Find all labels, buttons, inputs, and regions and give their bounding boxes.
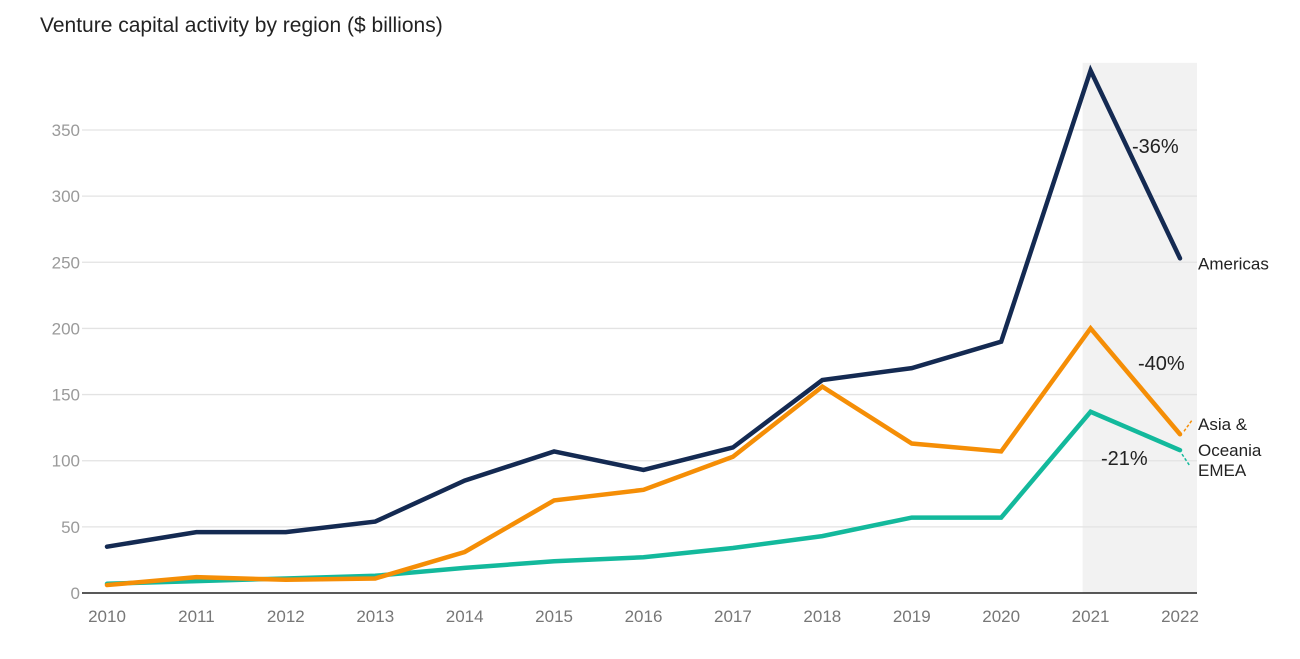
y-tick-label: 100 bbox=[52, 452, 80, 471]
x-tick-label: 2017 bbox=[714, 607, 752, 626]
x-tick-label: 2021 bbox=[1072, 607, 1110, 626]
series-line-americas bbox=[104, 64, 1183, 549]
x-tick-label: 2015 bbox=[535, 607, 573, 626]
x-tick-label: 2022 bbox=[1161, 607, 1199, 626]
y-tick-label: 200 bbox=[52, 319, 80, 338]
x-tick-label: 2011 bbox=[178, 607, 215, 626]
y-tick-label: 0 bbox=[71, 584, 80, 603]
leader-line-emea bbox=[1181, 453, 1191, 467]
series-line-asia-oceania bbox=[104, 324, 1183, 588]
y-tick-label: 350 bbox=[52, 121, 80, 140]
x-tick-label: 2014 bbox=[446, 607, 484, 626]
x-tick-label: 2019 bbox=[893, 607, 931, 626]
series-label-asia-oceania-line2: Oceania bbox=[1198, 441, 1262, 460]
change-annotation-asia-oceania: -40% bbox=[1138, 353, 1185, 375]
y-axis-ticks: 0 50 100 150 200 250 300 350 bbox=[52, 121, 80, 603]
series-label-emea: EMEA bbox=[1198, 461, 1247, 480]
y-tick-label: 50 bbox=[61, 518, 80, 537]
x-axis-ticks: 2010 2011 2012 2013 2014 2015 2016 2017 2018 2019… bbox=[88, 607, 1199, 626]
chart-title: Venture capital activity by region ($ bi… bbox=[40, 14, 443, 37]
change-annotation-emea: -21% bbox=[1101, 448, 1148, 470]
x-tick-label: 2018 bbox=[803, 607, 841, 626]
x-tick-label: 2013 bbox=[356, 607, 394, 626]
series-labels: Americas -36% Asia & Oceania -40% EMEA -21% bbox=[1101, 136, 1269, 480]
series-lines bbox=[104, 64, 1183, 588]
series-label-asia-oceania-line1: Asia & bbox=[1198, 415, 1248, 434]
x-tick-label: 2010 bbox=[88, 607, 126, 626]
y-tick-label: 150 bbox=[52, 386, 80, 405]
gridlines bbox=[82, 129, 1197, 528]
x-tick-label: 2016 bbox=[625, 607, 663, 626]
x-tick-label: 2012 bbox=[267, 607, 305, 626]
y-tick-label: 250 bbox=[52, 253, 80, 272]
series-line-emea bbox=[104, 409, 1183, 586]
y-tick-label: 300 bbox=[52, 187, 80, 206]
series-label-americas: Americas bbox=[1198, 254, 1269, 273]
x-tick-label: 2020 bbox=[982, 607, 1020, 626]
leader-line-asia bbox=[1183, 419, 1193, 432]
change-annotation-americas: -36% bbox=[1132, 136, 1179, 158]
